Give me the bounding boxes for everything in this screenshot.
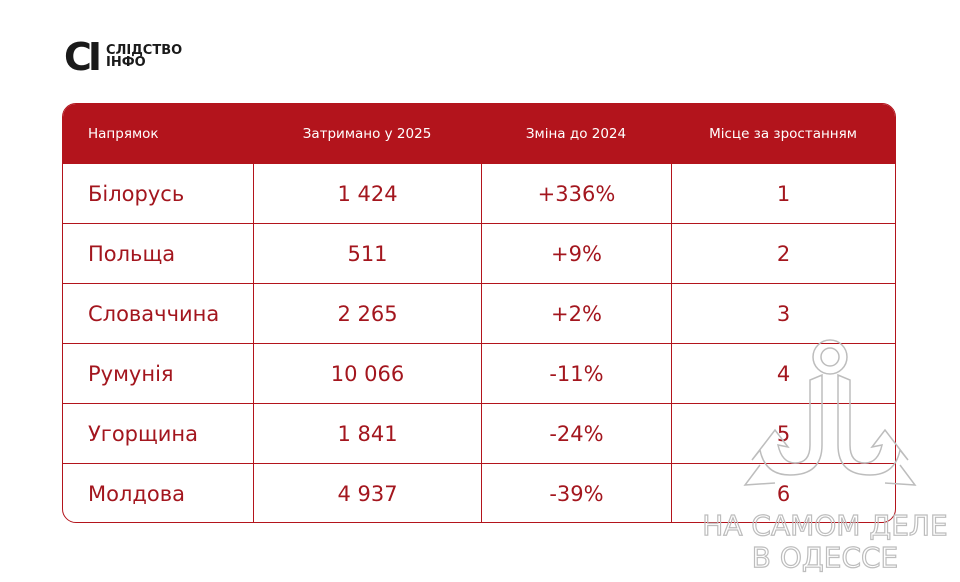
logo-text: СЛІДСТВО ІНФО xyxy=(106,43,183,70)
cell-rank: 5 xyxy=(671,404,895,463)
cell-change: +2% xyxy=(481,284,671,343)
logo-line1: СЛІДСТВО xyxy=(106,43,183,58)
watermark-line1: НА САМОМ ДЕЛЕ xyxy=(702,509,947,542)
cell-detained: 511 xyxy=(253,224,481,283)
cell-direction: Білорусь xyxy=(88,181,185,206)
data-table: Напрямок Затримано у 2025 Зміна до 2024 … xyxy=(62,103,896,523)
logo: CI СЛІДСТВО ІНФО xyxy=(64,38,182,76)
cell-direction: Польща xyxy=(88,241,176,266)
cell-direction: Молдова xyxy=(88,481,186,506)
header-rank: Місце за зростанням xyxy=(709,125,857,142)
cell-change: -39% xyxy=(481,464,671,522)
watermark-line2: В ОДЕССЕ xyxy=(752,541,899,574)
table-row: Польща 511 +9% 2 xyxy=(63,223,895,283)
cell-change: +9% xyxy=(481,224,671,283)
anchor-watermark: НА САМОМ ДЕЛЕ В ОДЕССЕ xyxy=(702,339,948,575)
cell-change: +336% xyxy=(481,164,671,223)
logo-mark: CI xyxy=(64,35,102,79)
table-row: Словаччина 2 265 +2% 3 xyxy=(63,283,895,343)
table-row: Румунія 10 066 -11% 4 xyxy=(63,343,895,403)
cell-rank: 2 xyxy=(671,224,895,283)
cell-rank: 1 xyxy=(671,164,895,223)
header-change: Зміна до 2024 xyxy=(525,125,627,142)
cell-rank: 3 xyxy=(671,284,895,343)
header-detained: Затримано у 2025 xyxy=(302,125,432,142)
cell-rank: 4 xyxy=(671,344,895,403)
cell-detained: 4 937 xyxy=(253,464,481,522)
cell-detained: 2 265 xyxy=(253,284,481,343)
cell-detained: 10 066 xyxy=(253,344,481,403)
table-header: Напрямок Затримано у 2025 Зміна до 2024 … xyxy=(63,104,895,163)
cell-direction: Словаччина xyxy=(88,301,220,326)
cell-change: -24% xyxy=(481,404,671,463)
table-row: Молдова 4 937 -39% 6 xyxy=(63,463,895,522)
cell-rank: 6 xyxy=(671,464,895,522)
cell-direction: Угорщина xyxy=(88,421,199,446)
table-row: Білорусь 1 424 +336% 1 xyxy=(63,163,895,223)
cell-detained: 1 841 xyxy=(253,404,481,463)
header-direction: Напрямок xyxy=(88,125,159,142)
cell-change: -11% xyxy=(481,344,671,403)
cell-direction: Румунія xyxy=(88,361,174,386)
cell-detained: 1 424 xyxy=(253,164,481,223)
logo-line2: ІНФО xyxy=(106,55,146,70)
table-row: Угорщина 1 841 -24% 5 xyxy=(63,403,895,463)
